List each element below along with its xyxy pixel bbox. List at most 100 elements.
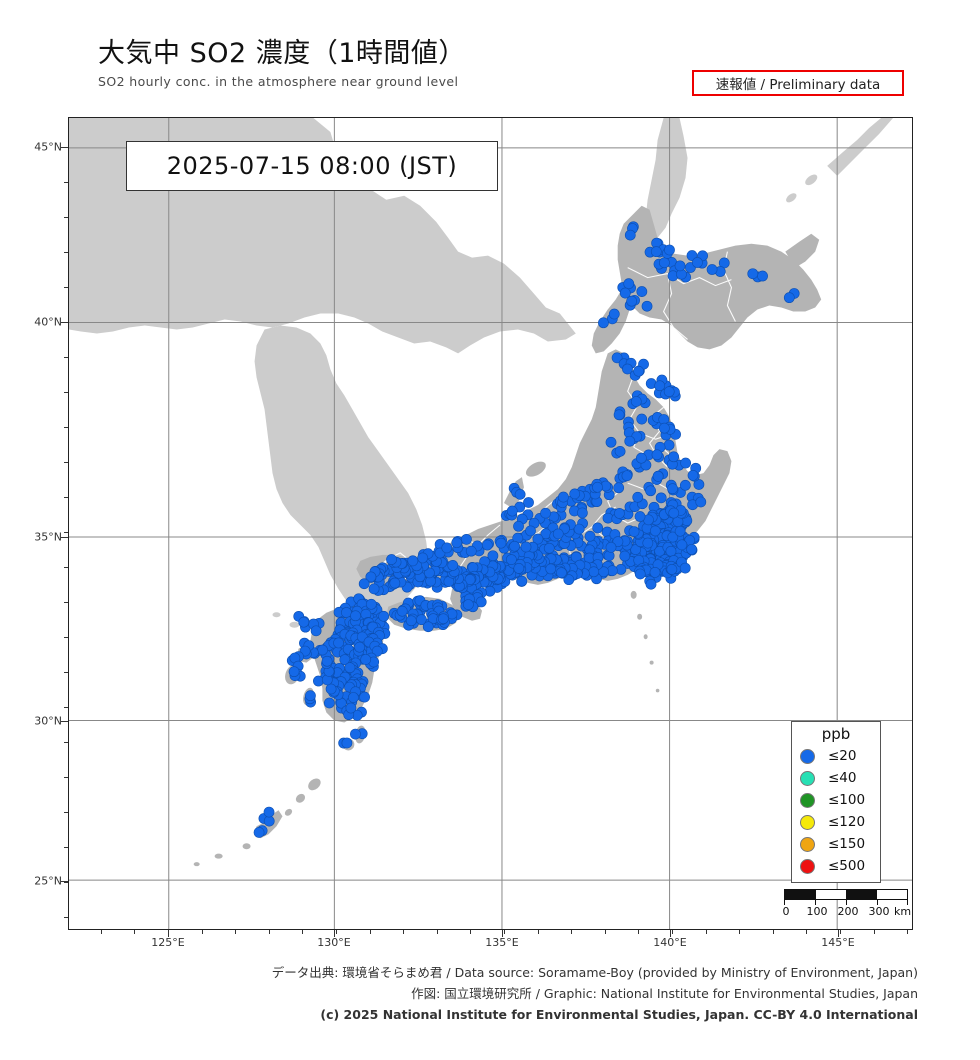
axis-tick <box>538 930 539 934</box>
legend-item: ≤100 <box>792 789 880 811</box>
axis-tick <box>64 637 68 638</box>
axis-tick <box>64 917 68 918</box>
scale-label: 0 <box>782 905 790 918</box>
axis-tick <box>806 930 807 934</box>
axis-tick <box>605 930 606 934</box>
axis-tick <box>61 147 68 148</box>
footer: データ出典: 環境省そらまめ君 / Data source: Soramame-… <box>0 962 980 1025</box>
x-tick-label: 125°E <box>151 936 185 949</box>
scale-label: 200 <box>837 905 859 918</box>
legend-item-label: ≤500 <box>828 858 866 874</box>
x-tick-label: 135°E <box>485 936 519 949</box>
axis-tick <box>874 930 875 934</box>
axis-tick <box>202 930 203 934</box>
legend-item-label: ≤40 <box>828 770 857 786</box>
map-canvas <box>69 118 912 929</box>
legend-item-label: ≤150 <box>828 836 866 852</box>
axis-tick <box>706 930 707 934</box>
axis-tick <box>64 812 68 813</box>
legend-swatch-icon <box>800 836 815 852</box>
scale-bar-labels: 0 100 200 300 km <box>782 905 912 919</box>
axis-tick <box>61 322 68 323</box>
axis-tick <box>437 930 438 934</box>
legend-item: ≤20 <box>792 745 880 767</box>
axis-tick <box>64 707 68 708</box>
scale-label: 300 <box>868 905 890 918</box>
scale-label: 100 <box>806 905 828 918</box>
axis-tick <box>64 672 68 673</box>
y-tick-label: 30°N <box>34 714 62 728</box>
axis-tick <box>64 882 68 883</box>
scale-bar-ticks <box>784 900 908 905</box>
legend-title: ppb <box>821 725 851 743</box>
station-markers <box>253 221 800 838</box>
axis-tick <box>134 930 135 934</box>
legend-swatch-icon <box>800 858 815 874</box>
legend-swatch-icon <box>800 792 815 808</box>
legend-item: ≤150 <box>792 833 880 855</box>
legend-item: ≤120 <box>792 811 880 833</box>
axis-tick <box>840 930 841 934</box>
axis-tick <box>672 930 673 934</box>
page-title: 大気中 SO2 濃度（1時間値） <box>98 38 466 69</box>
axis-tick <box>64 287 68 288</box>
legend-item: ≤40 <box>792 767 880 789</box>
axis-tick <box>336 930 337 934</box>
axis-tick <box>64 742 68 743</box>
axis-tick <box>64 252 68 253</box>
axis-tick <box>907 930 908 934</box>
legend-item-label: ≤100 <box>828 792 866 808</box>
axis-tick <box>403 930 404 934</box>
axis-tick <box>670 930 671 937</box>
y-tick-label: 35°N <box>34 530 62 544</box>
legend-item-label: ≤20 <box>828 748 857 764</box>
legend-panel: ppb ≤20 ≤40 ≤100 ≤120 ≤150 ≤500 <box>791 721 881 883</box>
axis-tick <box>470 930 471 934</box>
axis-tick <box>235 930 236 934</box>
y-tick-label: 25°N <box>34 874 62 888</box>
axis-tick <box>334 930 335 937</box>
axis-tick <box>838 930 839 937</box>
footer-data-source: データ出典: 環境省そらまめ君 / Data source: Soramame-… <box>271 965 918 980</box>
legend-item-label: ≤120 <box>828 814 866 830</box>
axis-tick <box>64 182 68 183</box>
legend-swatch-icon <box>800 748 815 764</box>
legend-swatch-icon <box>800 770 815 786</box>
axis-tick <box>61 537 68 538</box>
legend-swatch-icon <box>800 814 815 830</box>
axis-tick <box>64 567 68 568</box>
axis-tick <box>773 930 774 934</box>
axis-tick <box>101 930 102 934</box>
axis-tick <box>168 930 169 937</box>
axis-tick <box>64 462 68 463</box>
axis-tick <box>64 497 68 498</box>
axis-tick <box>502 930 503 937</box>
scale-bar-graphic <box>784 889 908 900</box>
axis-tick <box>64 427 68 428</box>
scale-bar: 0 100 200 300 km <box>782 889 912 919</box>
title-block: 大気中 SO2 濃度（1時間値） SO2 hourly conc. in the… <box>98 38 466 89</box>
axis-tick <box>64 357 68 358</box>
axis-tick <box>571 930 572 934</box>
axis-tick <box>64 217 68 218</box>
axis-tick <box>504 930 505 934</box>
axis-tick <box>64 532 68 533</box>
axis-tick <box>638 930 639 934</box>
page-subtitle: SO2 hourly conc. in the atmosphere near … <box>98 74 459 90</box>
axis-tick <box>64 777 68 778</box>
timestamp-label: 2025-07-15 08:00 (JST) <box>126 141 498 191</box>
map-plot-area[interactable]: 2025-07-15 08:00 (JST) ppb ≤20 ≤40 ≤100 … <box>68 117 913 930</box>
axis-tick <box>61 881 68 882</box>
footer-copyright: (c) 2025 National Institute for Environm… <box>320 1007 918 1022</box>
y-tick-label: 45°N <box>34 140 62 154</box>
x-tick-label: 145°E <box>821 936 855 949</box>
scale-unit-label: km <box>894 905 912 918</box>
axis-tick <box>370 930 371 934</box>
y-tick-label: 40°N <box>34 315 62 329</box>
x-tick-label: 140°E <box>653 936 687 949</box>
x-tick-label: 130°E <box>317 936 351 949</box>
axis-tick <box>64 392 68 393</box>
axis-tick <box>739 930 740 934</box>
axis-tick <box>302 930 303 934</box>
axis-tick <box>61 721 68 722</box>
